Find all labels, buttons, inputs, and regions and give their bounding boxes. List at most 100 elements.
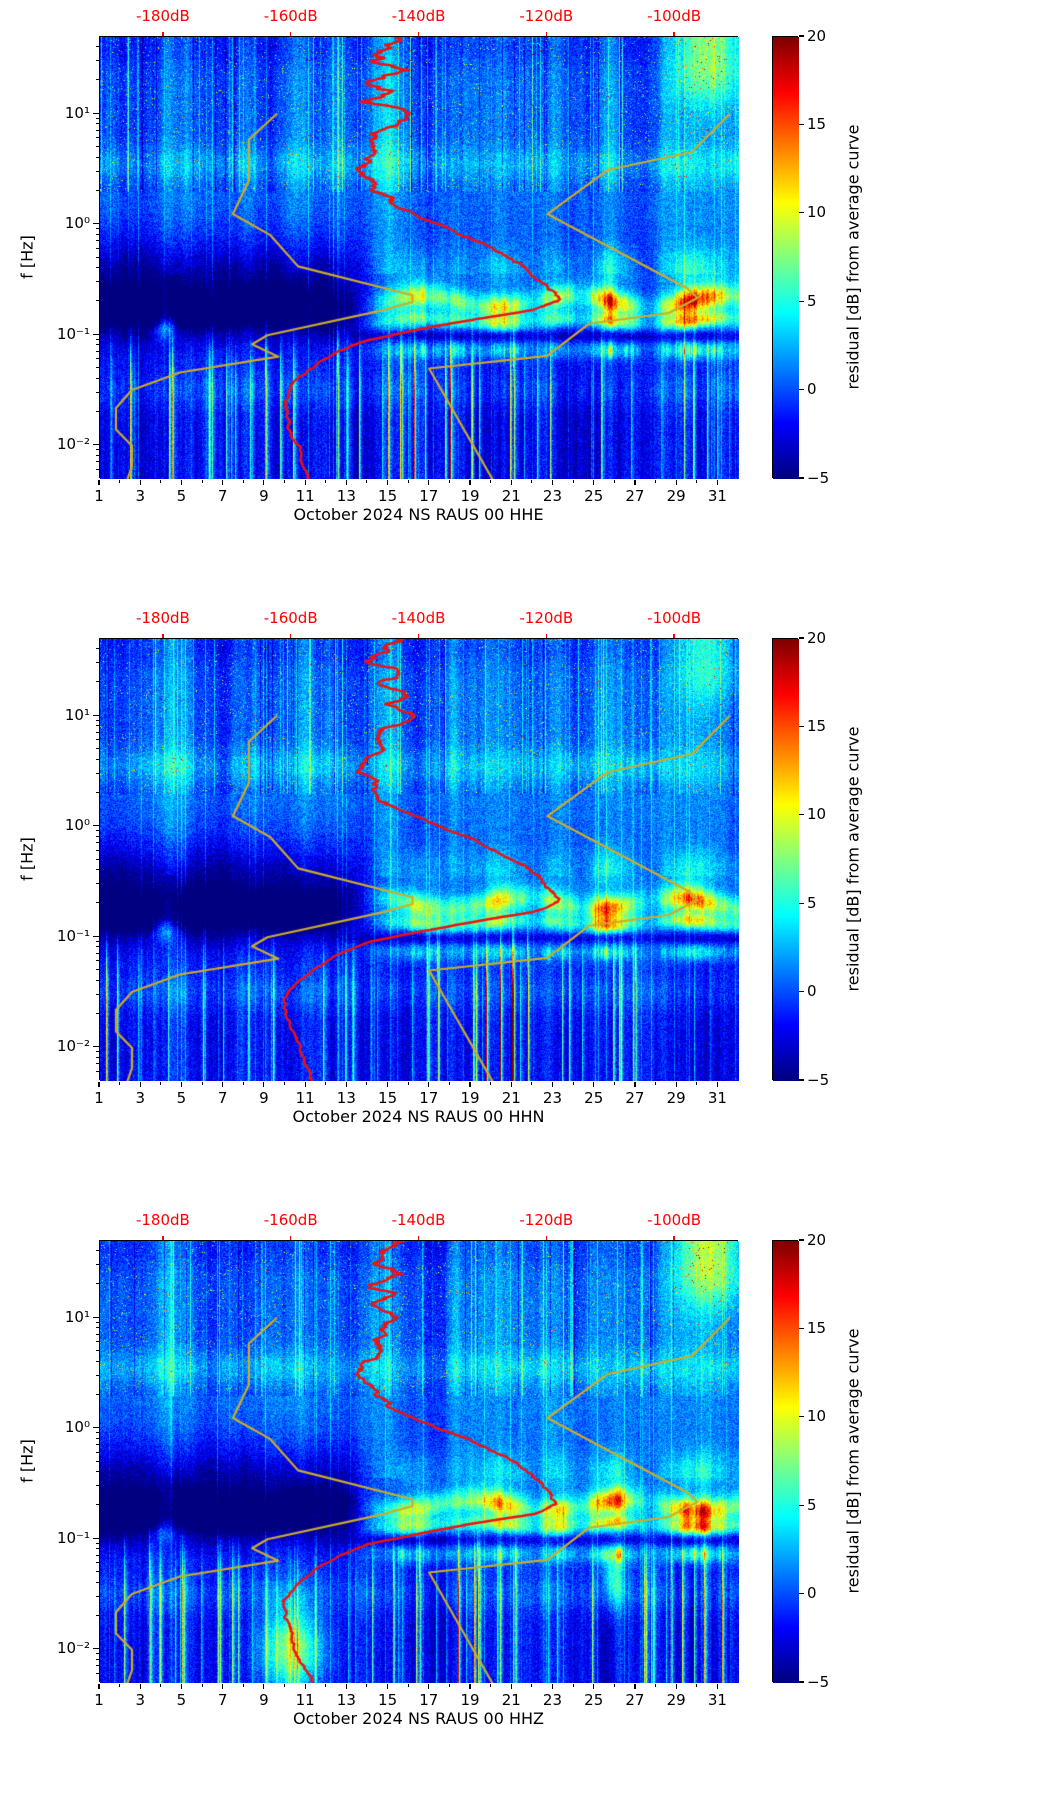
colorbar-label: residual [dB] from average curve (843, 1328, 863, 1594)
x-tick-label: 29 (666, 487, 686, 505)
colorbar-tick (799, 1416, 805, 1418)
x-tick-label: 9 (259, 1691, 269, 1709)
x-tick-label: 23 (542, 1691, 563, 1709)
x-tick-label: 13 (336, 1691, 356, 1709)
x-minor-tick (407, 1082, 409, 1086)
x-major-tick (428, 1684, 430, 1690)
x-minor-tick (531, 1082, 533, 1086)
x-minor-tick (284, 1684, 286, 1688)
noise-model-and-mean-curves (100, 1241, 739, 1683)
x-tick-label: 11 (295, 1089, 315, 1107)
x-major-tick (98, 1684, 100, 1690)
colorbar-tick-label: 20 (807, 628, 827, 647)
x-tick-label: 19 (460, 1691, 480, 1709)
x-major-tick (263, 1684, 265, 1690)
x-major-tick (593, 1684, 595, 1690)
top-db-label: -160dB (263, 1211, 318, 1229)
x-tick-label: 23 (542, 487, 563, 505)
x-tick-label: 21 (501, 1691, 521, 1709)
colorbar-tick (799, 725, 805, 727)
x-minor-tick (325, 1082, 327, 1086)
x-tick-label: 27 (625, 487, 645, 505)
x-minor-tick (448, 480, 450, 484)
x-major-tick (428, 480, 430, 486)
x-tick-label: 5 (176, 1089, 187, 1107)
x-minor-tick (448, 1684, 450, 1688)
colorbar-tick-label: −5 (807, 468, 830, 487)
top-db-label: -180dB (135, 7, 190, 25)
x-major-tick (634, 1684, 636, 1690)
x-minor-tick (490, 480, 492, 484)
top-db-label: -140dB (391, 609, 446, 627)
x-major-tick (345, 1082, 347, 1088)
x-minor-tick (242, 1684, 244, 1688)
x-major-tick (139, 1684, 141, 1690)
x-major-tick (716, 480, 718, 486)
x-minor-tick (325, 1684, 327, 1688)
x-major-tick (222, 480, 224, 486)
x-tick-label: 17 (419, 1089, 439, 1107)
x-major-tick (139, 480, 141, 486)
x-minor-tick (119, 1684, 121, 1688)
y-tick-label: 10⁻² (56, 1037, 90, 1056)
x-minor-tick (366, 1684, 368, 1688)
y-tick-label: 10⁰ (64, 1418, 90, 1437)
colorbar-tick-label: 20 (807, 26, 827, 45)
y-axis-label: f [Hz] (17, 837, 37, 881)
x-tick-label: 17 (419, 487, 439, 505)
top-db-label: -140dB (391, 1211, 446, 1229)
x-tick-label: 7 (217, 1089, 228, 1107)
panel-hhz: f [Hz] October 2024 NS RAUS 00 HHZ resid… (0, 1204, 1052, 1806)
x-major-tick (222, 1082, 224, 1088)
x-tick-label: 27 (625, 1691, 645, 1709)
colorbar-tick-label: −5 (807, 1070, 830, 1089)
top-db-label: -120dB (519, 609, 574, 627)
x-minor-tick (119, 1082, 121, 1086)
x-minor-tick (242, 1082, 244, 1086)
x-tick-label: 15 (378, 1691, 398, 1709)
x-major-tick (510, 480, 512, 486)
x-minor-tick (366, 1082, 368, 1086)
y-axis-label: f [Hz] (17, 1439, 37, 1483)
colorbar-tick-label: 20 (807, 1230, 827, 1249)
x-minor-tick (201, 1082, 203, 1086)
x-major-tick (510, 1684, 512, 1690)
x-minor-tick (655, 480, 657, 484)
x-tick-label: 15 (378, 487, 398, 505)
colorbar-tick (799, 1504, 805, 1506)
x-minor-tick (531, 480, 533, 484)
x-tick-label: 29 (666, 1691, 686, 1709)
y-tick-label: 10¹ (64, 103, 90, 122)
x-major-tick (263, 1082, 265, 1088)
colorbar-tick (799, 1681, 805, 1683)
noise-model-and-mean-curves (100, 37, 739, 479)
x-tick-label: 9 (259, 1089, 269, 1107)
y-tick-label: 10⁻² (56, 1639, 90, 1658)
x-major-tick (98, 480, 100, 486)
x-major-tick (469, 1684, 471, 1690)
colorbar-gradient (773, 37, 799, 479)
x-minor-tick (242, 480, 244, 484)
top-db-label: -100dB (647, 609, 702, 627)
x-minor-tick (407, 480, 409, 484)
x-tick-label: 29 (666, 1089, 686, 1107)
x-axis-title: October 2024 NS RAUS 00 HHN (292, 1107, 545, 1126)
x-major-tick (345, 480, 347, 486)
x-minor-tick (655, 1684, 657, 1688)
y-tick-label: 10⁻¹ (56, 1528, 90, 1547)
x-major-tick (222, 1684, 224, 1690)
y-tick-label: 10⁰ (64, 214, 90, 233)
top-db-label: -140dB (391, 7, 446, 25)
x-major-tick (469, 1082, 471, 1088)
x-major-tick (510, 1082, 512, 1088)
y-tick-label: 10⁰ (64, 816, 90, 835)
y-tick-label: 10⁻¹ (56, 324, 90, 343)
top-db-label: -120dB (519, 1211, 574, 1229)
x-minor-tick (160, 1082, 162, 1086)
x-minor-tick (572, 480, 574, 484)
x-major-tick (428, 1082, 430, 1088)
x-major-tick (386, 1082, 389, 1088)
x-tick-label: 9 (259, 487, 269, 505)
x-minor-tick (325, 480, 327, 484)
x-major-tick (386, 1684, 389, 1690)
